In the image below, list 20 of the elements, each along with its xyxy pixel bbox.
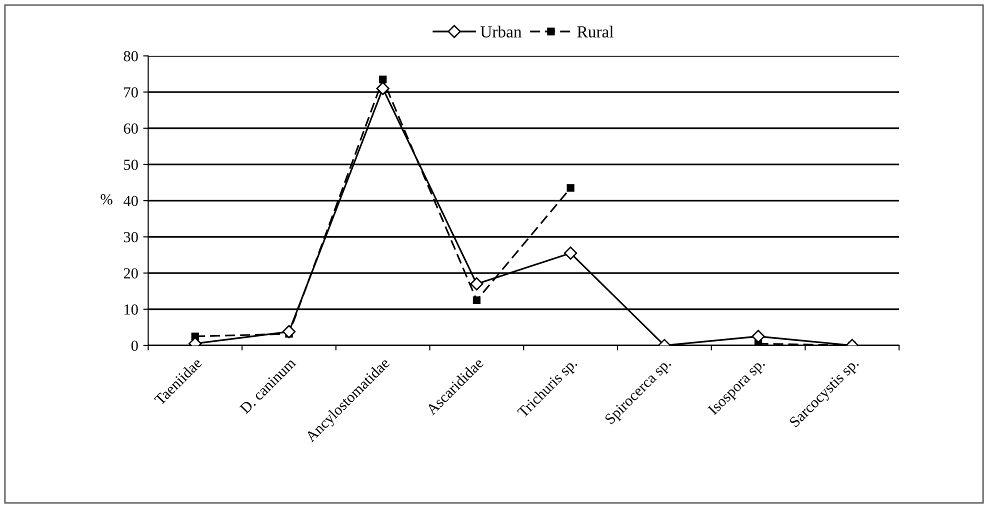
y-tick-label: 60 bbox=[124, 123, 138, 134]
y-tick-label: 40 bbox=[124, 196, 138, 206]
y-tick-label: 0 bbox=[131, 340, 138, 351]
y-tick-label: 70 bbox=[124, 87, 138, 98]
point bbox=[566, 184, 574, 192]
legend-label: Urban bbox=[480, 26, 522, 38]
point bbox=[379, 76, 387, 84]
legend-label: Rural bbox=[577, 26, 614, 38]
point bbox=[376, 82, 390, 96]
point bbox=[752, 330, 765, 343]
y-tick-label: 50 bbox=[124, 160, 138, 170]
y-tick-label: 30 bbox=[124, 232, 138, 242]
point bbox=[282, 325, 296, 338]
point bbox=[564, 246, 578, 260]
point bbox=[472, 296, 481, 304]
y-axis-title: % bbox=[100, 194, 112, 205]
y-tick-label: 80 bbox=[124, 51, 138, 62]
y-tick-label: 20 bbox=[124, 268, 138, 278]
point bbox=[470, 277, 484, 290]
y-tick-label: 10 bbox=[124, 304, 138, 315]
